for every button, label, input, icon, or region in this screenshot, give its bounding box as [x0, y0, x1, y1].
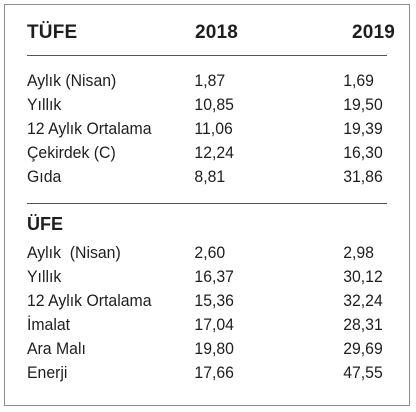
- row-value-2018: 19,80: [194, 339, 234, 358]
- row-value-2018: 1,87: [194, 71, 226, 90]
- row-value-2019: 30,12: [343, 267, 383, 286]
- row-value-2019: 1,69: [343, 71, 374, 90]
- table-row: Yıllık 10,85 19,50: [27, 93, 383, 117]
- header-year-2019: 2019: [352, 22, 396, 43]
- row-label: Yıllık: [27, 267, 62, 286]
- table-row: Ara Malı 19,80 29,69: [27, 337, 383, 361]
- section-divider: [27, 203, 387, 204]
- row-value-2018: 15,36: [194, 291, 234, 310]
- row-value-2018: 17,04: [194, 315, 234, 334]
- table-row: İmalat 17,04 28,31: [27, 313, 383, 337]
- table-row: Aylık (Nisan) 2,60 2,98: [27, 241, 374, 265]
- table-row: Gıda 8,81 31,86: [27, 165, 383, 189]
- row-label: 12 Aylık Ortalama: [27, 291, 152, 310]
- table-row: Çekirdek (C) 12,24 16,30: [27, 141, 383, 165]
- row-value-2018: 10,85: [194, 95, 234, 114]
- row-label: Gıda: [27, 167, 62, 186]
- row-label: Yıllık: [27, 95, 62, 114]
- row-value-2019: 19,39: [343, 119, 383, 138]
- table-row: 12 Aylık Ortalama 15,36 32,24: [27, 289, 383, 313]
- table-frame: [4, 4, 410, 406]
- row-value-2019: 31,86: [343, 167, 383, 186]
- row-label: Çekirdek (C): [27, 143, 116, 162]
- ufe-section-title: ÜFE: [27, 214, 63, 234]
- row-value-2018: 12,24: [194, 143, 234, 162]
- table-row: Yıllık 16,37 30,12: [27, 265, 383, 289]
- table-row: Enerji 17,66 47,55: [27, 361, 383, 385]
- row-value-2019: 2,98: [343, 243, 374, 262]
- row-label: Aylık (Nisan): [27, 71, 117, 90]
- row-label: Ara Malı: [27, 339, 86, 358]
- row-label: 12 Aylık Ortalama: [27, 119, 152, 138]
- row-value-2019: 32,24: [343, 291, 383, 310]
- row-label: İmalat: [27, 315, 71, 334]
- table-row: 12 Aylık Ortalama 11,06 19,39: [27, 117, 383, 141]
- row-label: Enerji: [27, 363, 68, 382]
- row-value-2018: 8,81: [194, 167, 226, 186]
- row-label: Aylık (Nisan): [27, 243, 121, 262]
- row-value-2019: 47,55: [343, 363, 383, 382]
- header-year-2018: 2018: [195, 22, 239, 43]
- row-value-2018: 11,06: [194, 119, 233, 138]
- ufe-section: Aylık (Nisan) 2,60 2,98 Yıllık 16,37 30,…: [27, 241, 387, 385]
- row-value-2019: 29,69: [343, 339, 383, 358]
- row-value-2019: 28,31: [343, 315, 383, 334]
- row-value-2019: 16,30: [343, 143, 383, 162]
- tufe-section: Aylık (Nisan) 1,87 1,69 Yıllık 10,85 19,…: [27, 69, 387, 189]
- row-value-2018: 2,60: [194, 243, 226, 262]
- table-row: Aylık (Nisan) 1,87 1,69: [27, 69, 374, 93]
- row-value-2018: 16,37: [194, 267, 234, 286]
- row-value-2018: 17,66: [194, 363, 234, 382]
- header-divider: [27, 55, 387, 56]
- tufe-header-title: TÜFE: [27, 22, 78, 43]
- row-value-2019: 19,50: [343, 95, 383, 114]
